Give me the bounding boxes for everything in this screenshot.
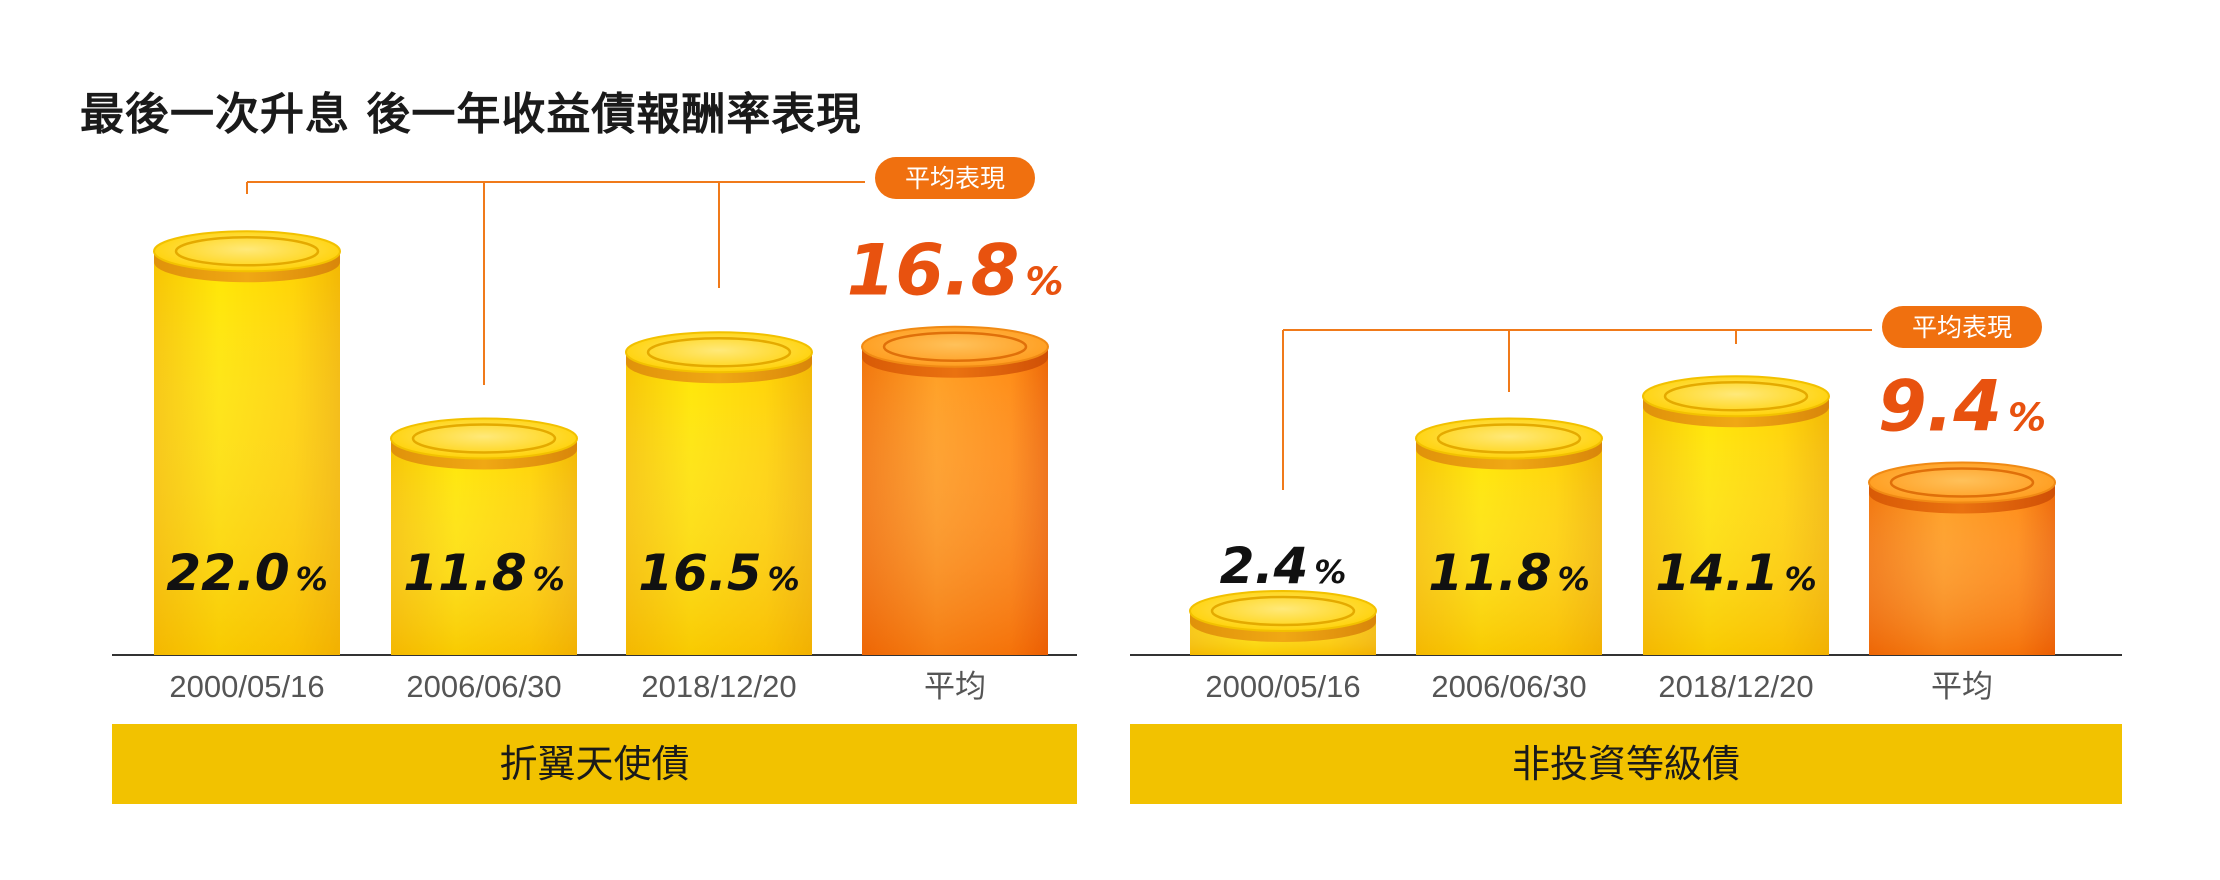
bar-top-inner	[411, 423, 557, 454]
value-unit: %	[2008, 396, 2046, 440]
value-number: 9.4	[1878, 366, 2002, 448]
bar-shade	[626, 352, 812, 655]
category-label: 2006/06/30	[406, 669, 561, 704]
bar-top-inner	[1210, 595, 1356, 627]
value-unit: %	[533, 560, 565, 598]
value-unit: %	[296, 560, 328, 598]
connector-lines	[1282, 329, 1872, 490]
value-number: 22.0	[166, 544, 289, 602]
value-number: 11.8	[403, 544, 526, 602]
average-badge: 平均表現	[875, 157, 1035, 199]
bar-top-inner	[1663, 381, 1809, 412]
bar-period-3	[625, 331, 813, 655]
category-label: 2018/12/20	[641, 669, 796, 704]
bar-top-inner	[882, 331, 1028, 362]
bar-period-2	[1415, 417, 1603, 655]
value-label: 14.1%	[1655, 544, 1816, 602]
category-label: 2018/12/20	[1658, 669, 1813, 704]
bar-shade	[1643, 396, 1829, 655]
category-label: 2000/05/16	[169, 669, 324, 704]
badge-pill	[1882, 306, 2042, 348]
bar-group-1: 2000/05/16 22.0 % 2006/06/30 11.8 % 2018/12/20…	[112, 157, 1077, 804]
category-label: 2000/05/16	[1205, 669, 1360, 704]
bar-top-inner	[1436, 423, 1582, 454]
value-unit: %	[768, 560, 800, 598]
connector-lines	[246, 181, 865, 385]
value-unit: %	[1558, 560, 1590, 598]
bar-period-3	[1642, 375, 1830, 655]
value-number: 14.1	[1655, 544, 1778, 602]
bar-group-2: 2000/05/16 2.4 % 2006/06/30 11.8 % 2018/12/20 1…	[1130, 306, 2122, 804]
chart-title: 最後一次升息 後一年收益債報酬率表現	[80, 89, 862, 140]
value-number: 16.5	[638, 544, 761, 602]
bar-shade	[391, 438, 577, 655]
badge-label: 平均表現	[905, 164, 1005, 193]
category-label: 平均	[924, 669, 986, 704]
value-label: 11.8%	[403, 544, 564, 602]
group-label: 折翼天使債	[499, 742, 689, 786]
badge-label: 平均表現	[1912, 313, 2012, 342]
value-label: 22.0%	[166, 544, 327, 602]
bar-period-1	[1189, 589, 1377, 655]
value-label: 16.5%	[638, 544, 799, 602]
average-badge: 平均表現	[1882, 306, 2042, 348]
bar-top-inner	[174, 236, 320, 267]
group-band	[1130, 724, 2122, 804]
value-number: 16.8	[847, 230, 1020, 312]
value-label: 11.8%	[1428, 544, 1589, 602]
badge-pill	[875, 157, 1035, 199]
value-unit: %	[1785, 560, 1817, 598]
value-unit: %	[1025, 260, 1063, 304]
bar-period-1	[153, 230, 341, 656]
value-number: 11.8	[1428, 544, 1551, 602]
value-label: 2.4%	[1220, 537, 1347, 595]
average-value-label: 16.8%	[847, 230, 1064, 312]
bar-period-2	[390, 417, 578, 655]
group-label: 非投資等級債	[1512, 742, 1740, 786]
chart-groups: 2000/05/16 22.0 % 2006/06/30 11.8 % 2018/12/20…	[112, 157, 2122, 804]
bar-average	[861, 325, 1049, 655]
bar-shade	[1416, 438, 1602, 655]
value-number: 2.4	[1220, 537, 1309, 595]
value-unit: %	[1314, 553, 1346, 591]
bar-shade	[862, 346, 1048, 655]
bar-top-inner	[646, 336, 792, 368]
group-band	[112, 724, 1077, 804]
category-label: 平均	[1931, 669, 1993, 704]
bar-top-inner	[1889, 467, 2035, 498]
category-label: 2006/06/30	[1431, 669, 1586, 704]
bar-average	[1868, 461, 2056, 655]
bar-shade	[154, 251, 340, 656]
average-value-label: 9.4%	[1878, 366, 2046, 448]
